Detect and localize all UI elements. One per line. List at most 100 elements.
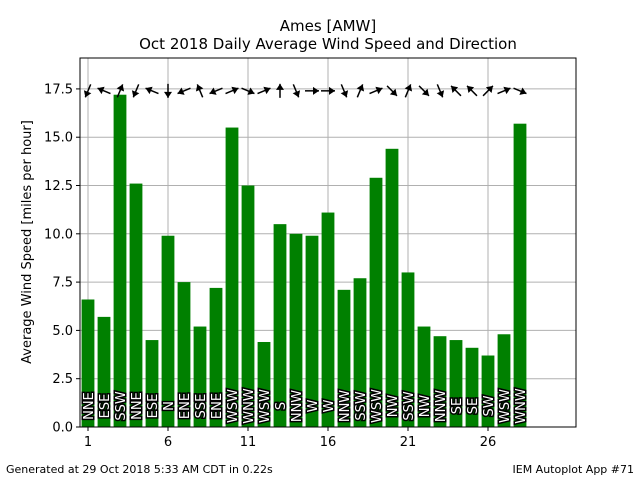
- bar: [145, 340, 159, 427]
- wind-arrow: [131, 84, 140, 98]
- bar: [449, 340, 463, 427]
- direction-label: S: [274, 402, 289, 410]
- wind-arrow: [356, 84, 365, 98]
- wind-arrow: [321, 86, 335, 95]
- wind-arrow: [257, 86, 271, 95]
- bar: [433, 336, 447, 427]
- x-tick-label: 21: [400, 435, 417, 450]
- x-tick-label: 1: [84, 435, 92, 450]
- wind-arrow: [209, 87, 223, 95]
- bar: [81, 299, 95, 427]
- wind-arrow: [466, 85, 478, 97]
- wind-arrow: [225, 86, 239, 95]
- y-axis-label: Average Wind Speed [miles per hour]: [20, 120, 35, 364]
- chart-title: Ames [AMW]: [280, 17, 376, 35]
- direction-label: SSE: [194, 394, 209, 419]
- bar: [161, 235, 175, 427]
- y-tick-label: 12.5: [44, 179, 73, 194]
- bar: [129, 183, 143, 427]
- wind-arrow: [513, 87, 527, 95]
- y-tick-label: 2.5: [52, 372, 73, 387]
- direction-label: ESE: [146, 394, 161, 419]
- wind-arrow: [386, 85, 398, 97]
- y-tick-label: 17.5: [44, 82, 73, 97]
- direction-label: NNW: [338, 390, 353, 422]
- direction-label: ENE: [178, 393, 193, 419]
- direction-label: SE: [466, 398, 481, 414]
- bar: [193, 326, 207, 427]
- wind-arrow: [177, 87, 191, 95]
- direction-label: NNE: [130, 392, 145, 420]
- bar: [465, 347, 479, 427]
- bar: [353, 278, 367, 427]
- wind-arrow: [241, 87, 255, 95]
- wind-arrow: [116, 84, 125, 98]
- y-tick-label: 10.0: [44, 227, 73, 242]
- direction-label: WSW: [258, 389, 273, 423]
- x-tick-label: 16: [320, 435, 337, 450]
- direction-label: W: [322, 399, 337, 412]
- y-tick-label: 15.0: [44, 131, 73, 146]
- x-tick-label: 6: [164, 435, 172, 450]
- bar: [401, 272, 415, 427]
- bar: [385, 148, 399, 428]
- wind-arrow: [83, 84, 92, 98]
- bar: [481, 355, 495, 427]
- wind-arrow: [292, 84, 301, 98]
- direction-label: NNW: [290, 390, 305, 422]
- wind-arrow: [305, 86, 319, 95]
- direction-label: SSW: [402, 391, 417, 421]
- bar: [225, 127, 239, 427]
- bar: [289, 233, 303, 427]
- direction-label: WSW: [226, 389, 241, 423]
- footer-app-credit: IEM Autoplot App #71: [512, 463, 635, 476]
- bar: [417, 326, 431, 427]
- direction-label: W: [306, 399, 321, 412]
- direction-label: SW: [482, 395, 497, 416]
- footer-generated-text: Generated at 29 Oct 2018 5:33 AM CDT in …: [6, 463, 273, 476]
- bar: [113, 94, 127, 427]
- wind-arrow: [482, 85, 494, 97]
- wind-arrow: [450, 85, 462, 97]
- wind-arrow: [497, 86, 511, 95]
- direction-label: WSW: [498, 389, 513, 423]
- direction-label: WNW: [514, 388, 529, 424]
- direction-label: NW: [418, 395, 433, 418]
- direction-label: NNW: [434, 390, 449, 422]
- direction-label: WSW: [370, 389, 385, 423]
- wind-arrow: [369, 86, 383, 95]
- wind-arrow: [418, 85, 430, 97]
- wind-arrow: [164, 83, 172, 98]
- bar: [321, 212, 335, 427]
- direction-label: WNW: [242, 388, 257, 424]
- wind-arrow: [276, 83, 284, 98]
- wind-arrow: [340, 84, 349, 98]
- y-tick-label: 0.0: [52, 421, 73, 436]
- x-tick-label: 11: [240, 435, 257, 450]
- direction-label: N: [162, 401, 177, 411]
- bar: [241, 185, 255, 427]
- wind-arrow: [195, 84, 204, 98]
- direction-label: ESE: [98, 394, 113, 419]
- direction-label: NNE: [82, 392, 97, 420]
- direction-label: SE: [450, 398, 465, 414]
- bar: [497, 334, 511, 427]
- direction-label: SSW: [114, 391, 129, 421]
- wind-arrow: [97, 86, 111, 95]
- x-tick-label: 26: [480, 435, 497, 450]
- bar: [337, 289, 351, 427]
- direction-label: NW: [386, 395, 401, 418]
- direction-label: SSW: [354, 391, 369, 421]
- wind-arrow: [145, 86, 159, 95]
- bar: [513, 123, 527, 428]
- wind-arrow: [436, 84, 445, 98]
- bar: [257, 341, 271, 427]
- wind-arrow: [404, 84, 413, 98]
- bar: [273, 224, 287, 427]
- chart-subtitle: Oct 2018 Daily Average Wind Speed and Di…: [139, 35, 517, 53]
- bar: [97, 316, 111, 427]
- direction-label: ENE: [210, 393, 225, 419]
- y-tick-label: 5.0: [52, 324, 73, 339]
- bar: [209, 287, 223, 427]
